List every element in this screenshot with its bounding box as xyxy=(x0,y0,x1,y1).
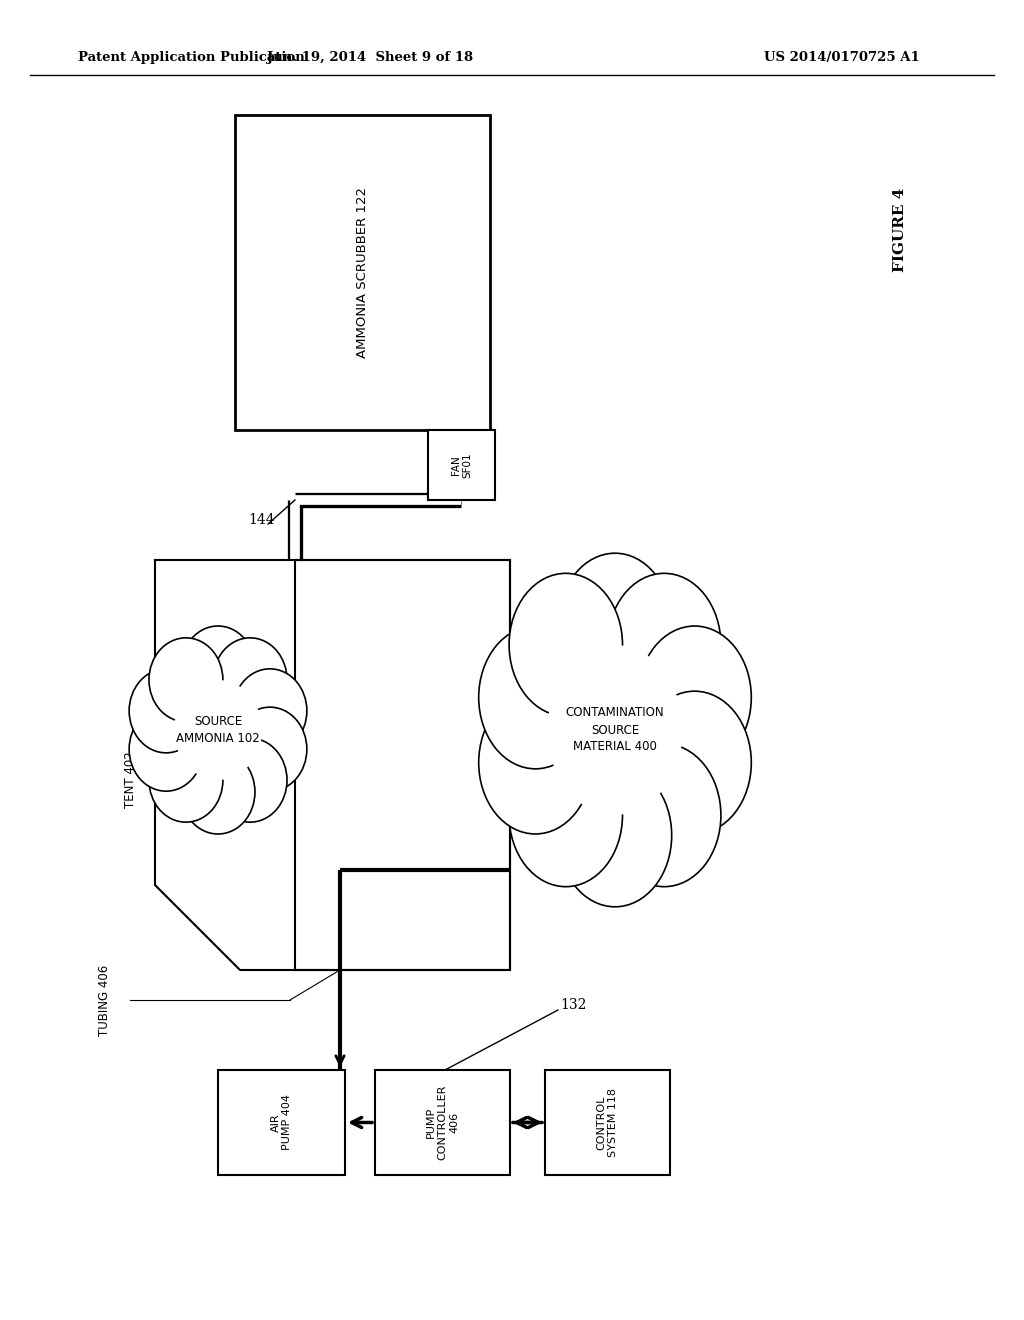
Ellipse shape xyxy=(548,645,683,814)
Text: FAN
SF01: FAN SF01 xyxy=(451,453,472,478)
Ellipse shape xyxy=(148,738,223,822)
Text: TUBING 406: TUBING 406 xyxy=(98,965,112,1036)
Text: CONTROL
SYSTEM 118: CONTROL SYSTEM 118 xyxy=(597,1088,618,1158)
Ellipse shape xyxy=(558,553,672,696)
Text: TENT 402: TENT 402 xyxy=(124,751,136,808)
Ellipse shape xyxy=(607,573,721,717)
Ellipse shape xyxy=(181,750,255,834)
Text: SOURCE
AMMONIA 102: SOURCE AMMONIA 102 xyxy=(176,715,260,744)
Ellipse shape xyxy=(232,669,307,752)
Ellipse shape xyxy=(638,626,752,768)
Text: Patent Application Publication: Patent Application Publication xyxy=(78,51,305,65)
Bar xyxy=(234,115,490,430)
Bar xyxy=(428,430,495,500)
Ellipse shape xyxy=(232,708,307,791)
Text: FIGURE 4: FIGURE 4 xyxy=(893,187,907,272)
Ellipse shape xyxy=(174,680,262,780)
Ellipse shape xyxy=(181,626,255,710)
Text: 144: 144 xyxy=(248,513,274,527)
Text: CONTAMINATION
SOURCE
MATERIAL 400: CONTAMINATION SOURCE MATERIAL 400 xyxy=(565,706,665,754)
Bar xyxy=(295,560,510,970)
Ellipse shape xyxy=(129,669,203,752)
Text: AIR
PUMP 404: AIR PUMP 404 xyxy=(270,1094,292,1151)
Text: Jun. 19, 2014  Sheet 9 of 18: Jun. 19, 2014 Sheet 9 of 18 xyxy=(267,51,473,65)
Bar xyxy=(375,1071,510,1175)
Ellipse shape xyxy=(638,692,752,834)
Ellipse shape xyxy=(213,738,287,822)
Ellipse shape xyxy=(129,708,203,791)
Text: US 2014/0170725 A1: US 2014/0170725 A1 xyxy=(764,51,920,65)
Bar xyxy=(218,1071,345,1175)
Ellipse shape xyxy=(148,638,223,722)
Ellipse shape xyxy=(558,764,672,907)
Text: 132: 132 xyxy=(560,998,587,1012)
Ellipse shape xyxy=(213,638,287,722)
Ellipse shape xyxy=(478,692,592,834)
Text: PUMP
CONTROLLER
406: PUMP CONTROLLER 406 xyxy=(426,1085,459,1160)
Text: AMMONIA SCRUBBER 122: AMMONIA SCRUBBER 122 xyxy=(356,187,369,358)
Ellipse shape xyxy=(509,744,623,887)
Ellipse shape xyxy=(607,744,721,887)
Ellipse shape xyxy=(509,573,623,717)
Ellipse shape xyxy=(478,626,592,768)
Bar xyxy=(545,1071,670,1175)
